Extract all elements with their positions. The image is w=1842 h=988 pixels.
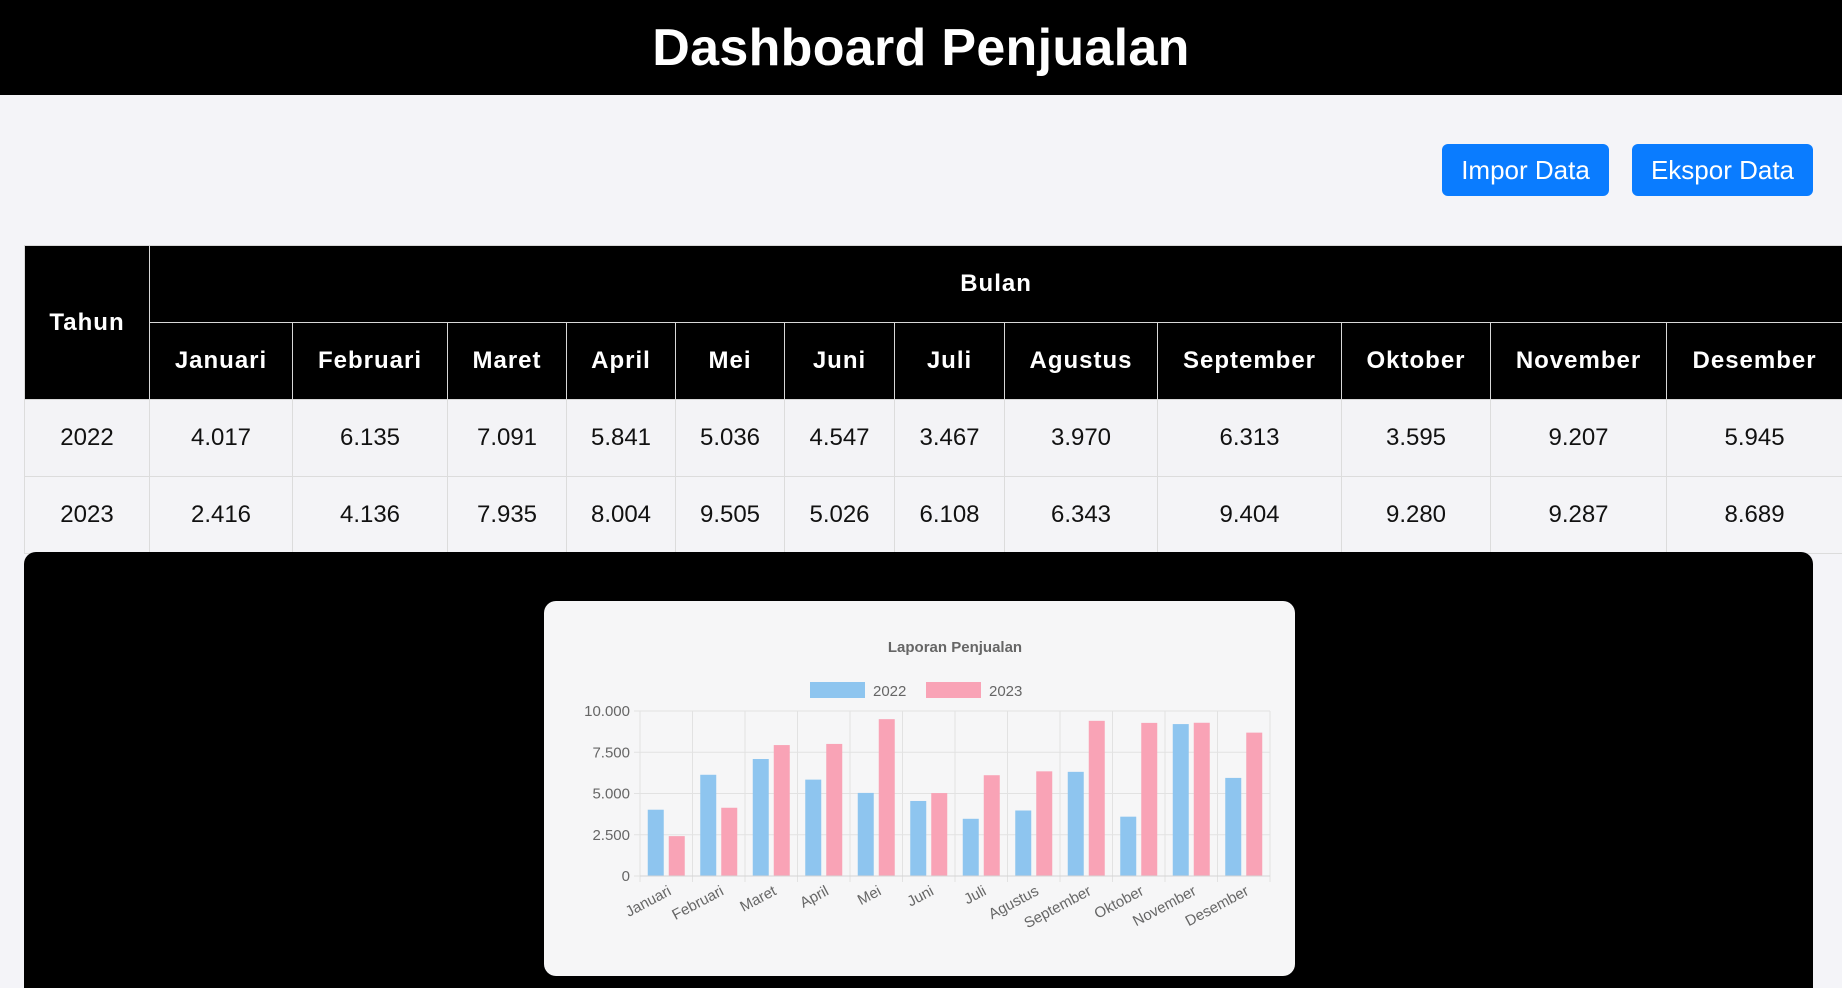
import-data-button[interactable]: Impor Data: [1442, 144, 1609, 196]
sales-cell: 8.004: [566, 476, 676, 554]
bar-2022: [752, 758, 769, 876]
bar-2022: [1172, 724, 1189, 876]
year-column-header: Tahun: [24, 245, 150, 400]
y-tick-label: 10.000: [584, 703, 630, 720]
sales-cell: 7.935: [447, 476, 567, 554]
sales-cell: 7.091: [447, 399, 567, 477]
bar-2022: [910, 800, 927, 876]
x-tick-label: Mei: [855, 883, 884, 909]
sales-cell: 4.136: [292, 476, 448, 554]
page-title: Dashboard Penjualan: [652, 18, 1190, 77]
x-tick-label: Januari: [623, 883, 674, 921]
bar-2022: [700, 774, 717, 876]
bar-2023: [1088, 720, 1105, 876]
bar-2023: [1141, 722, 1158, 876]
month-header: Desember: [1665, 322, 1842, 400]
bar-2023: [721, 807, 738, 876]
legend-swatch: [810, 682, 865, 698]
sales-cell: 6.313: [1157, 399, 1342, 477]
sales-cell: 2.416: [149, 476, 293, 554]
month-header: Oktober: [1341, 322, 1491, 400]
month-header: Februari: [292, 322, 448, 400]
sales-cell: 4.547: [784, 399, 895, 477]
sales-cell: 4.017: [149, 399, 293, 477]
month-header: September: [1157, 322, 1342, 400]
sales-cell: 6.135: [292, 399, 448, 477]
legend-label: 2022: [873, 683, 906, 700]
sales-cell: 3.970: [1004, 399, 1158, 477]
y-tick-label: 2.500: [592, 827, 630, 844]
x-tick-label: April: [797, 883, 831, 912]
x-tick-label: Juli: [961, 883, 989, 909]
sales-cell: 9.404: [1157, 476, 1342, 554]
bar-2022: [1225, 777, 1242, 876]
bar-2023: [931, 793, 948, 876]
month-header: November: [1490, 322, 1667, 400]
year-cell: 2022: [24, 399, 150, 477]
chart-card: Laporan Penjualan 2022 2023 0 2.500 5.000 7.50…: [544, 601, 1295, 976]
bar-2022: [647, 809, 664, 876]
bar-2022: [962, 818, 979, 876]
sales-cell: 5.026: [784, 476, 895, 554]
chart-title: Laporan Penjualan: [888, 639, 1022, 656]
sales-cell: 9.505: [675, 476, 785, 554]
bar-2022: [805, 779, 822, 876]
sales-cell: 8.689: [1665, 476, 1842, 554]
bar-2022: [1067, 771, 1084, 876]
bar-2023: [826, 743, 843, 876]
sales-cell: 5.036: [675, 399, 785, 477]
sales-cell: 9.280: [1341, 476, 1491, 554]
y-tick-label: 5.000: [592, 786, 630, 803]
legend-label: 2023: [989, 683, 1022, 700]
bar-2022: [857, 792, 874, 876]
export-data-button[interactable]: Ekspor Data: [1632, 144, 1813, 196]
x-tick-label: Maret: [737, 882, 780, 915]
sales-cell: 5.841: [566, 399, 676, 477]
month-header: Juli: [894, 322, 1005, 400]
table-row: 2022 4.017 6.135 7.091 5.841 5.036 4.547…: [24, 399, 1842, 477]
year-cell: 2023: [24, 476, 150, 554]
sales-cell: 6.343: [1004, 476, 1158, 554]
bar-2023: [878, 719, 895, 876]
x-tick-label: Februari: [669, 883, 726, 924]
bar-2022: [1120, 816, 1137, 876]
x-tick-label: Juni: [904, 883, 936, 911]
month-header: April: [566, 322, 676, 400]
legend-swatch: [926, 682, 981, 698]
month-header: Januari: [149, 322, 293, 400]
sales-cell: 3.595: [1341, 399, 1491, 477]
bar-2023: [1193, 722, 1210, 876]
month-group-header: Bulan: [148, 245, 1842, 323]
sales-cell: 3.467: [894, 399, 1005, 477]
y-tick-label: 7.500: [592, 744, 630, 761]
bar-2023: [773, 745, 790, 876]
sales-table: Tahun Bulan Januari Februari Maret April…: [24, 245, 1842, 554]
month-header: Juni: [784, 322, 895, 400]
sales-cell: 5.945: [1665, 399, 1842, 477]
sales-cell: 6.108: [894, 476, 1005, 554]
bar-2023: [668, 836, 685, 876]
y-tick-label: 0: [622, 868, 630, 885]
bar-2023: [1036, 771, 1053, 876]
bar-2023: [983, 775, 1000, 876]
sales-cell: 9.207: [1490, 399, 1667, 477]
bar-2022: [1015, 810, 1032, 876]
sales-chart: Laporan Penjualan 2022 2023 0 2.500 5.000 7.50…: [584, 639, 1271, 932]
bar-2023: [1246, 732, 1263, 876]
page-header: Dashboard Penjualan: [0, 0, 1842, 95]
month-header: Agustus: [1004, 322, 1158, 400]
month-header: Mei: [675, 322, 785, 400]
sales-cell: 9.287: [1490, 476, 1667, 554]
month-header: Maret: [447, 322, 567, 400]
table-row: 2023 2.416 4.136 7.935 8.004 9.505 5.026…: [24, 476, 1842, 554]
